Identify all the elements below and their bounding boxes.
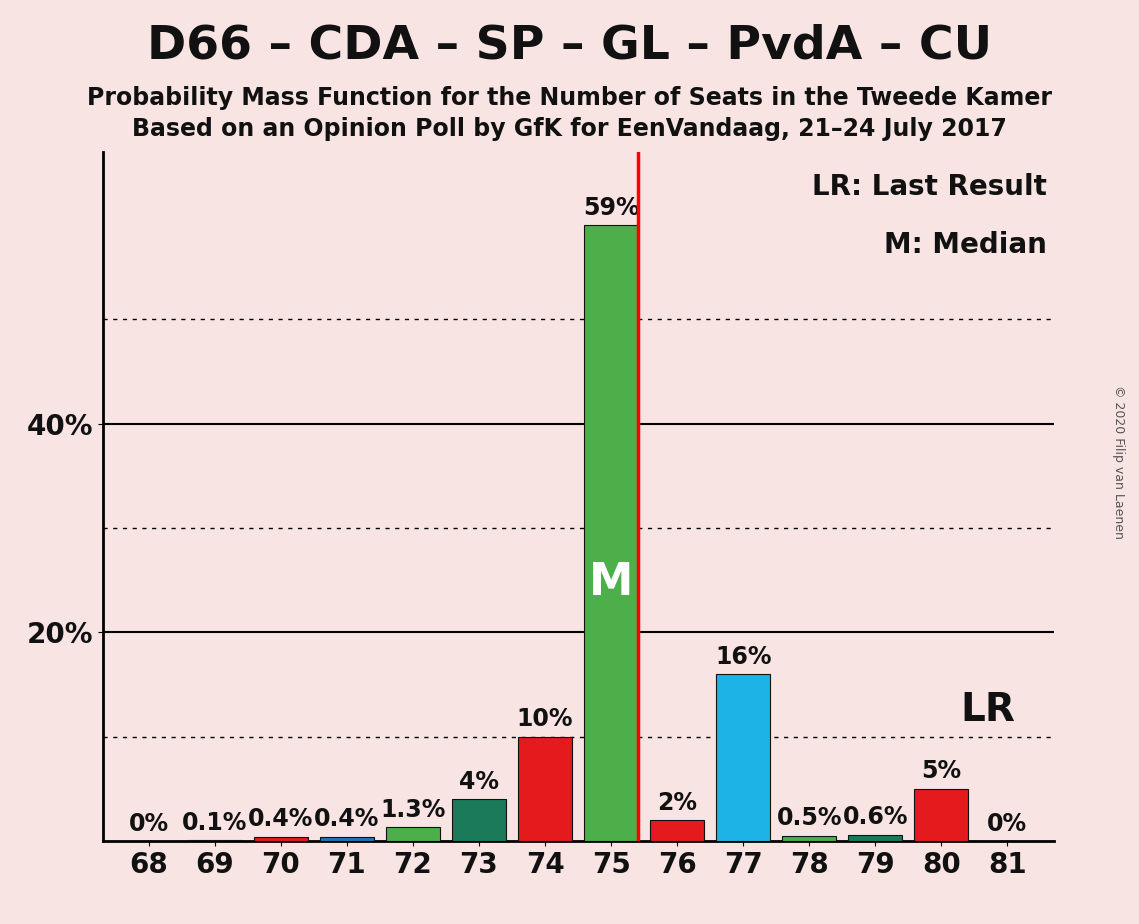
- Text: 2%: 2%: [657, 791, 697, 815]
- Text: 0.6%: 0.6%: [843, 806, 908, 830]
- Bar: [386, 827, 440, 841]
- Text: D66 – CDA – SP – GL – PvdA – CU: D66 – CDA – SP – GL – PvdA – CU: [147, 23, 992, 68]
- Text: 16%: 16%: [715, 645, 771, 669]
- Text: 0.1%: 0.1%: [182, 810, 247, 834]
- Bar: [188, 840, 241, 841]
- Bar: [650, 820, 704, 841]
- Text: 10%: 10%: [517, 708, 573, 731]
- Text: LR: LR: [960, 691, 1015, 729]
- Bar: [782, 835, 836, 841]
- Text: 0%: 0%: [129, 811, 169, 835]
- Bar: [716, 674, 770, 841]
- Text: 0%: 0%: [988, 811, 1027, 835]
- Bar: [254, 836, 308, 841]
- Text: 0.4%: 0.4%: [248, 808, 313, 832]
- Text: 1.3%: 1.3%: [380, 798, 445, 822]
- Text: 0.4%: 0.4%: [314, 808, 379, 832]
- Text: LR: Last Result: LR: Last Result: [812, 174, 1047, 201]
- Text: Probability Mass Function for the Number of Seats in the Tweede Kamer: Probability Mass Function for the Number…: [87, 86, 1052, 110]
- Bar: [320, 836, 374, 841]
- Text: M: M: [589, 561, 633, 604]
- Bar: [915, 789, 968, 841]
- Bar: [518, 736, 572, 841]
- Text: 59%: 59%: [583, 196, 639, 220]
- Text: 5%: 5%: [921, 760, 961, 784]
- Bar: [452, 799, 506, 841]
- Text: M: Median: M: Median: [884, 231, 1047, 259]
- Text: 4%: 4%: [459, 770, 499, 794]
- Bar: [849, 834, 902, 841]
- Text: 0.5%: 0.5%: [777, 807, 842, 831]
- Text: Based on an Opinion Poll by GfK for EenVandaag, 21–24 July 2017: Based on an Opinion Poll by GfK for EenV…: [132, 117, 1007, 141]
- Text: © 2020 Filip van Laenen: © 2020 Filip van Laenen: [1113, 385, 1125, 539]
- Bar: [584, 225, 638, 841]
